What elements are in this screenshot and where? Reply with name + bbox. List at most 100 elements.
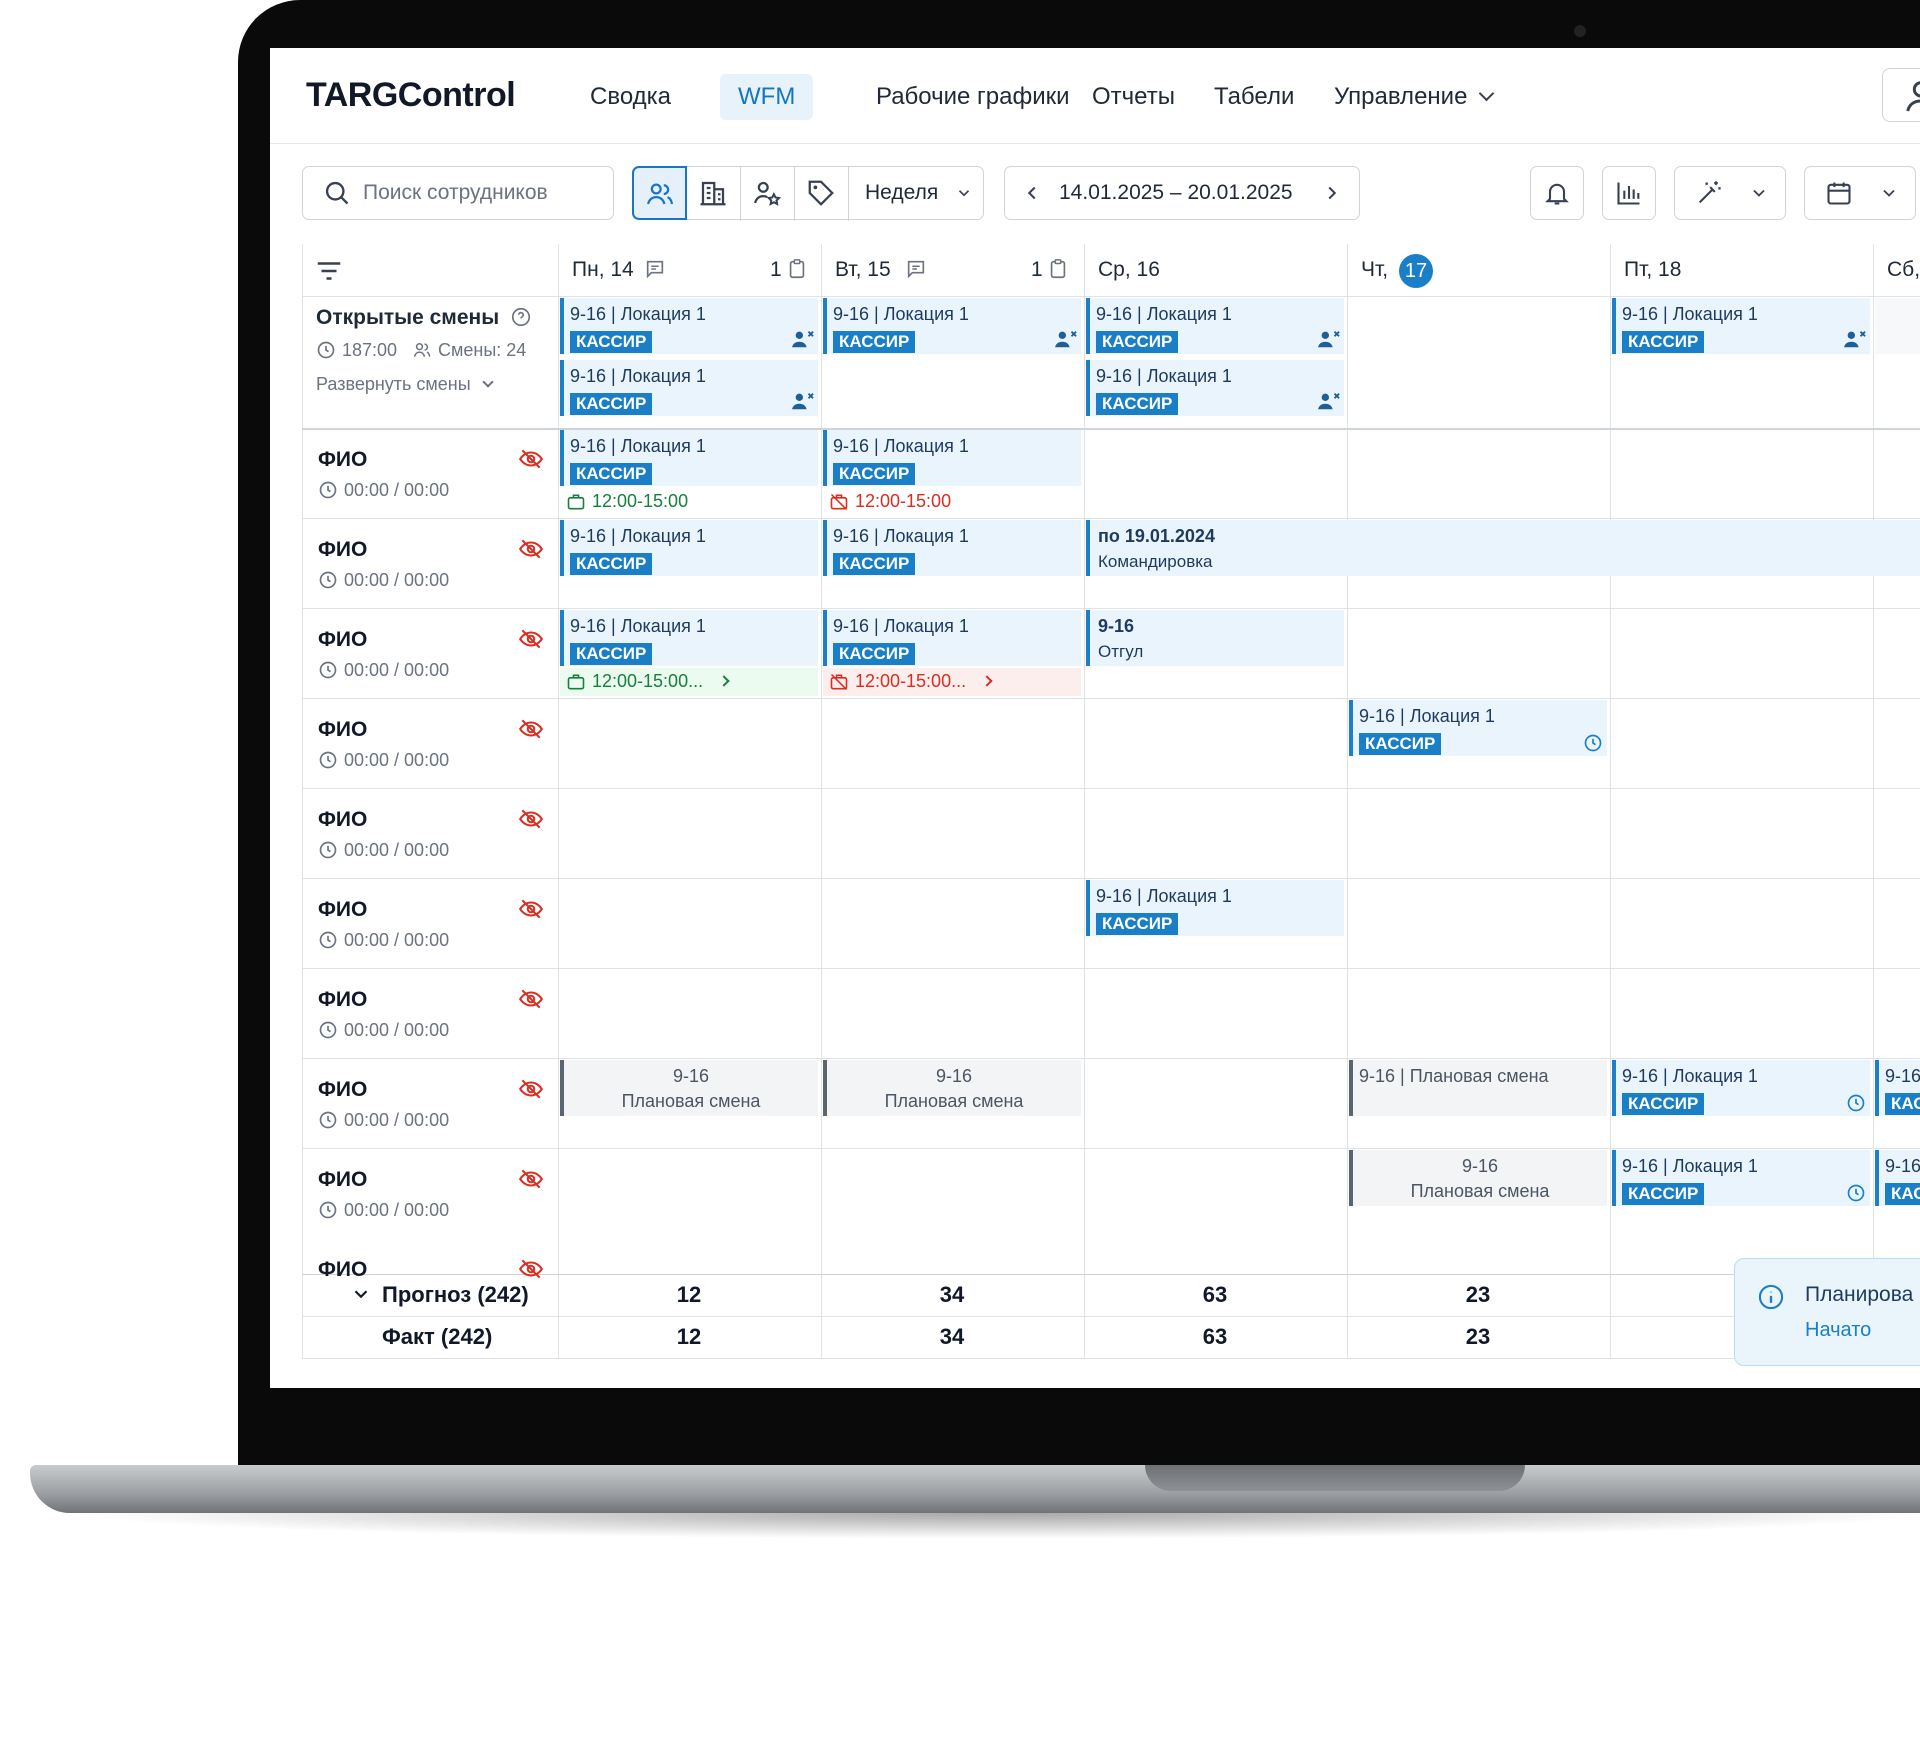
day-header-wed[interactable]: Ср, 16 bbox=[1098, 256, 1338, 286]
hidden-eye-icon[interactable] bbox=[518, 1076, 544, 1107]
shift-time-location: 9-16 | Локация 1 bbox=[1096, 886, 1232, 906]
nav-management[interactable]: Управление bbox=[1316, 74, 1510, 120]
shift-card[interactable]: 9-16 | Локация 1 КАССИР bbox=[560, 298, 818, 354]
planned-shift-card[interactable]: 9-16 Плановая смена bbox=[823, 1060, 1081, 1116]
calendar-dropdown[interactable] bbox=[1804, 166, 1916, 220]
user-star-icon bbox=[754, 181, 782, 206]
planning-toast[interactable]: Планирова Начато bbox=[1734, 1258, 1920, 1366]
shift-card[interactable]: 9-16 | Локация 1 КАССИР bbox=[560, 360, 818, 416]
expand-shifts-link[interactable]: Развернуть смены bbox=[316, 374, 494, 395]
nav-wfm[interactable]: WFM bbox=[720, 74, 814, 120]
view-employees-button[interactable] bbox=[631, 165, 687, 220]
employee-name[interactable]: ФИО bbox=[318, 1168, 368, 1191]
employee-name[interactable]: ФИО bbox=[318, 808, 368, 831]
chevron-down-icon bbox=[1479, 85, 1495, 102]
time-off-card[interactable]: 9-16 Отгул bbox=[1086, 610, 1344, 666]
hidden-eye-icon[interactable] bbox=[518, 716, 544, 747]
hidden-eye-icon[interactable] bbox=[518, 1166, 544, 1197]
hidden-eye-icon[interactable] bbox=[518, 896, 544, 927]
nav-work-schedules[interactable]: Рабочие графики bbox=[876, 83, 1070, 110]
forecast-toggle[interactable]: Прогноз (242) bbox=[350, 1280, 550, 1312]
day-header-fri[interactable]: Пт, 18 bbox=[1624, 256, 1864, 286]
chevron-left-icon[interactable] bbox=[1021, 182, 1043, 204]
employee-name[interactable]: ФИО bbox=[318, 628, 368, 651]
day-header-mon[interactable]: Пн, 14 1 bbox=[572, 256, 812, 286]
view-tags-button[interactable] bbox=[795, 167, 849, 221]
planned-shift-card[interactable]: 9-16 Плановая смена bbox=[560, 1060, 818, 1116]
nav-timesheets[interactable]: Табели bbox=[1214, 83, 1295, 110]
shift-card[interactable]: 9-16 | Локация 1 КАССИР bbox=[1086, 360, 1344, 416]
unassigned-user-icon bbox=[1316, 390, 1342, 417]
fact-value: 34 bbox=[939, 1324, 965, 1349]
day-label: Ср, 16 bbox=[1098, 258, 1160, 281]
profile-button[interactable] bbox=[1882, 68, 1920, 122]
hidden-eye-icon[interactable] bbox=[518, 446, 544, 477]
shift-card[interactable]: 9-16 КАСС bbox=[1875, 1150, 1920, 1206]
planned-shift-time: 9-16 bbox=[1461, 1156, 1499, 1176]
shift-time-location: 9-16 | Локация 1 bbox=[1622, 1066, 1758, 1086]
employee-name[interactable]: ФИО bbox=[318, 1078, 368, 1101]
shift-card[interactable]: 9-16 | Локация 1 КАССИР bbox=[1349, 700, 1607, 756]
shift-card[interactable]: 9-16 | Локация 1 КАССИР bbox=[560, 610, 818, 666]
view-locations-button[interactable] bbox=[687, 167, 741, 221]
employee-name[interactable]: ФИО bbox=[318, 1258, 368, 1281]
hidden-eye-icon[interactable] bbox=[518, 806, 544, 837]
break-time-row[interactable]: 12:00-15:00 bbox=[560, 488, 818, 516]
shift-card[interactable]: 9-16 | Локация 1 КАССИР bbox=[560, 430, 818, 486]
role-badge: КАССИР bbox=[1622, 1183, 1705, 1205]
chevron-right-icon[interactable] bbox=[1321, 182, 1343, 204]
shift-card[interactable]: 9-16 | Локация 1 КАССИР bbox=[1612, 298, 1870, 354]
analytics-button[interactable] bbox=[1602, 166, 1656, 220]
break-violation-row[interactable]: 12:00-15:00 bbox=[823, 488, 1081, 516]
planned-shift-label: Плановая смена bbox=[884, 1091, 1024, 1111]
clock-icon bbox=[318, 660, 338, 685]
shift-card[interactable]: 9-16 | Локация 1 КАССИР bbox=[1086, 298, 1344, 354]
forecast-label: Прогноз (242) bbox=[382, 1282, 529, 1307]
break-time: 12:00-15:00 bbox=[855, 491, 952, 511]
planned-shift-card[interactable]: 9-16 Плановая смена bbox=[1349, 1150, 1607, 1206]
nav-reports[interactable]: Отчеты bbox=[1092, 83, 1175, 110]
search-input[interactable]: Поиск сотрудников bbox=[302, 166, 614, 220]
date-range-label[interactable]: 14.01.2025 – 20.01.2025 bbox=[1059, 181, 1293, 204]
employee-name[interactable]: ФИО bbox=[318, 538, 368, 561]
shift-card[interactable]: 9-16 | Локация 1 КАССИР bbox=[1612, 1150, 1870, 1206]
employee-name[interactable]: ФИО bbox=[318, 988, 368, 1011]
period-select[interactable]: Неделя bbox=[849, 167, 983, 218]
hidden-eye-icon[interactable] bbox=[518, 986, 544, 1017]
view-favorites-button[interactable] bbox=[741, 167, 795, 221]
day-header-thu[interactable]: Чт, 17 bbox=[1361, 254, 1601, 288]
shift-card[interactable]: 9-16 | Локация 1 КАССИР bbox=[560, 520, 818, 576]
employee-name[interactable]: ФИО bbox=[318, 448, 368, 471]
day-header-sat[interactable]: Сб, 1 bbox=[1887, 256, 1920, 286]
magic-wand-icon bbox=[1698, 181, 1721, 204]
break-time-row[interactable]: 12:00-15:00... bbox=[560, 668, 818, 696]
employee-name[interactable]: ФИО bbox=[318, 718, 368, 741]
shift-card[interactable]: 9-16 | Локация 1 КАССИР bbox=[1086, 880, 1344, 936]
notifications-button[interactable] bbox=[1530, 166, 1584, 220]
break-violation-row[interactable]: 12:00-15:00... bbox=[823, 668, 1081, 696]
clock-icon bbox=[318, 570, 338, 595]
planned-shift-card[interactable]: 9-16 | Плановая смена bbox=[1349, 1060, 1607, 1116]
auto-plan-dropdown[interactable] bbox=[1674, 166, 1786, 220]
hidden-eye-icon[interactable] bbox=[518, 536, 544, 567]
shift-card[interactable]: 9-16 | Локация 1 КАССИР bbox=[823, 298, 1081, 354]
employee-hours: 00:00 / 00:00 bbox=[344, 930, 450, 950]
nav-svodka[interactable]: Сводка bbox=[590, 83, 672, 110]
grid-row-divider bbox=[302, 968, 1920, 969]
shift-card[interactable]: 9-16 КАСС bbox=[1875, 1060, 1920, 1116]
business-trip-card[interactable]: по 19.01.2024 Командировка bbox=[1086, 520, 1920, 576]
open-shift-card-partial[interactable] bbox=[1875, 298, 1920, 354]
fact-value: 23 bbox=[1465, 1324, 1491, 1349]
employee-name[interactable]: ФИО bbox=[318, 898, 368, 921]
bar-chart-icon bbox=[1617, 182, 1640, 205]
day-header-tue[interactable]: Вт, 15 1 bbox=[835, 256, 1075, 286]
filter-icon[interactable] bbox=[314, 256, 344, 286]
hidden-eye-icon[interactable] bbox=[518, 626, 544, 657]
role-badge: КАССИР bbox=[1096, 913, 1179, 935]
shift-card[interactable]: 9-16 | Локация 1 КАССИР bbox=[823, 430, 1081, 486]
shift-card[interactable]: 9-16 | Локация 1 КАССИР bbox=[823, 520, 1081, 576]
shift-card[interactable]: 9-16 | Локация 1 КАССИР bbox=[823, 610, 1081, 666]
help-icon[interactable] bbox=[510, 306, 532, 328]
shift-card[interactable]: 9-16 | Локация 1 КАССИР bbox=[1612, 1060, 1870, 1116]
hidden-eye-icon[interactable] bbox=[518, 1256, 544, 1287]
